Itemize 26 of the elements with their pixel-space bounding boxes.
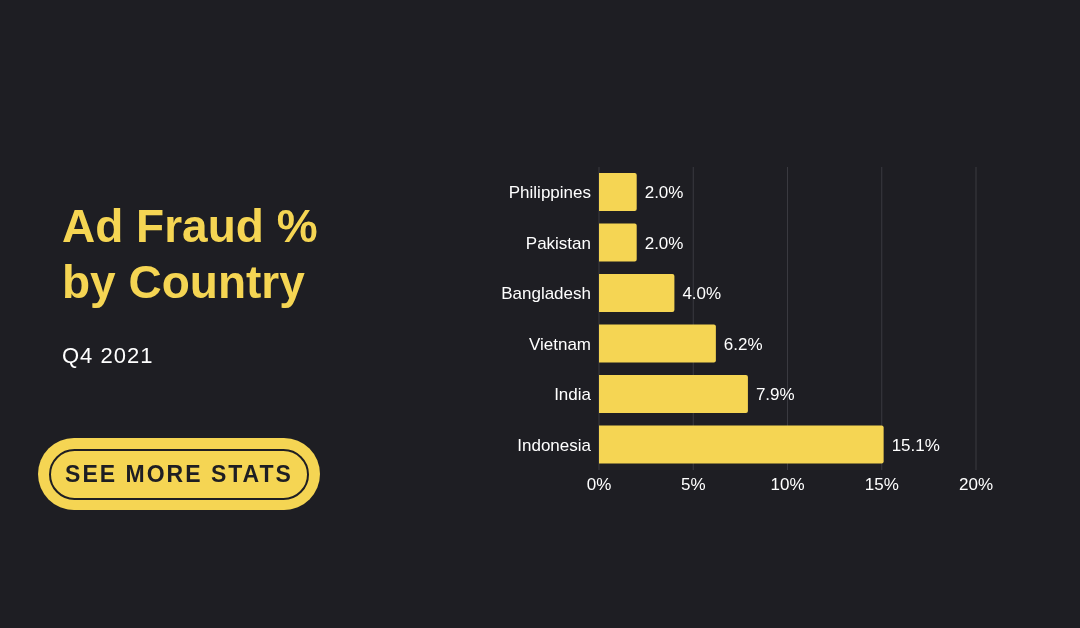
x-tick-label: 15%	[864, 475, 899, 495]
x-tick-label: 20%	[958, 475, 994, 495]
bar	[599, 375, 748, 414]
x-tick-label: 0%	[586, 475, 612, 495]
text: Q4 2021	[62, 343, 154, 369]
data-label: 15.1%	[891, 435, 940, 455]
bar	[599, 425, 884, 464]
data-label: 4.0%	[682, 284, 722, 304]
y-tick-label: Pakistan	[525, 233, 591, 253]
data-label: 2.0%	[644, 233, 684, 253]
y-tick-label: Philippines	[508, 183, 591, 203]
text: Ad Fraud % by Country	[62, 199, 319, 310]
y-tick-label: India	[554, 385, 592, 405]
bar	[599, 274, 675, 313]
pill-button: SEE MORE STATS	[38, 438, 320, 510]
bar	[599, 173, 637, 212]
bar	[599, 324, 716, 363]
y-tick-label: Indonesia	[517, 435, 592, 455]
data-label: 6.2%	[723, 334, 763, 354]
y-tick-label: Vietnam	[528, 334, 591, 354]
data-label: 7.9%	[755, 385, 795, 405]
data-label: 2.0%	[644, 183, 684, 203]
y-tick-label: Bangladesh	[501, 284, 591, 304]
x-tick-label: 5%	[680, 475, 706, 495]
x-tick-label: 10%	[770, 475, 805, 495]
bar	[599, 223, 637, 262]
